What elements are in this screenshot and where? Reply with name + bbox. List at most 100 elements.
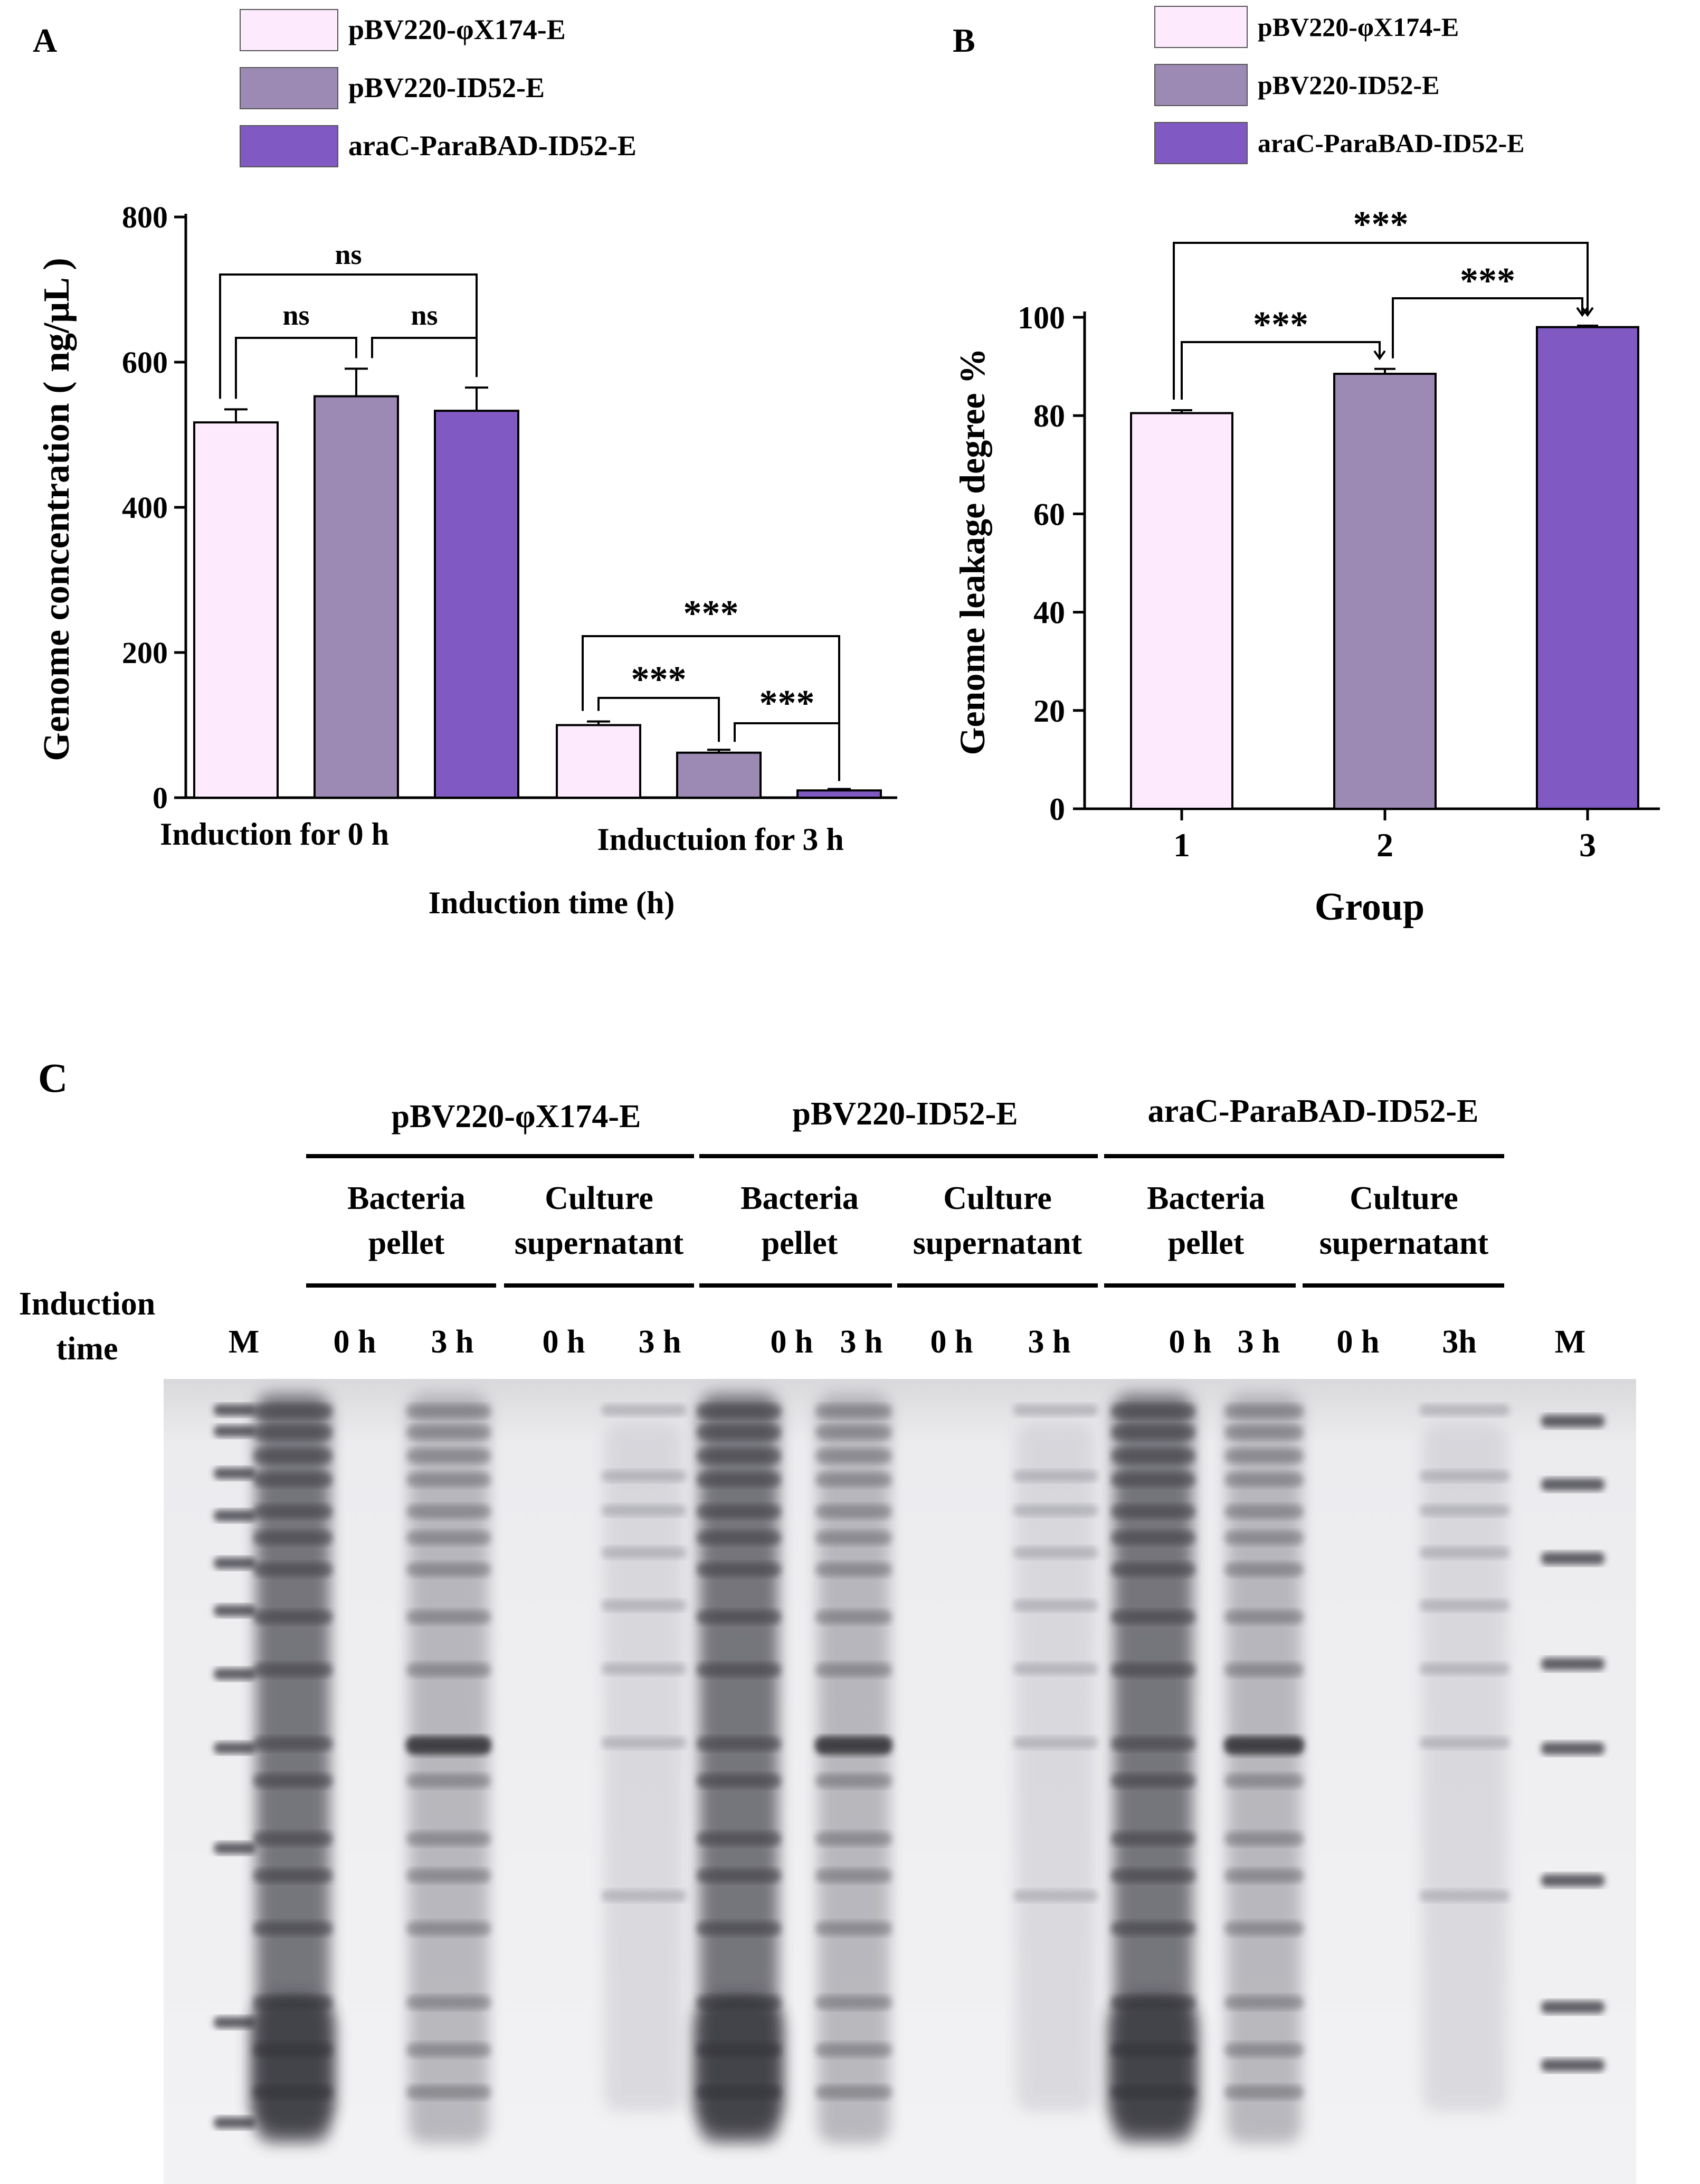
gel-band (1224, 1832, 1304, 1846)
gel-band (1111, 1922, 1195, 1935)
panel-b-x-ticks: 1 2 3 (1173, 809, 1596, 864)
gel-lane-label-3: 0 h (543, 1324, 585, 1360)
gel-lane-label-10: 3 h (1238, 1324, 1280, 1360)
gel-marker-band (1541, 1874, 1604, 1887)
gel-band (1224, 2043, 1304, 2057)
gel-band (253, 1531, 333, 1545)
gel-band (815, 1505, 892, 1518)
gel-band (1111, 1425, 1195, 1439)
gel-band (406, 1832, 491, 1846)
panel-a-bar-1-0 (556, 724, 641, 799)
gel-band (1111, 1505, 1195, 1518)
gel-lane-labels: M 0 h 3 h 0 h 3 h 0 h 3 h 0 h 3 h 0 h 3 h 0 h 3h M (229, 1324, 1586, 1360)
gel-band-induced (1224, 1737, 1304, 1755)
legend-b-swatch-0 (1154, 6, 1248, 48)
gel-band (253, 1449, 333, 1463)
gel-band (406, 1996, 491, 2009)
fraction-label-9: Bacteria (1147, 1180, 1265, 1216)
panel-b-ytick-label-2: 40 (1033, 595, 1065, 630)
panel-b-sig-left-arrowhead (1373, 350, 1386, 361)
panel-a: A pBV220-φX174-E pBV220-ID52-E araC-ParaBA… (33, 9, 897, 920)
gel-lane-label-12: 3h (1442, 1324, 1476, 1360)
gel-marker-band (214, 1425, 256, 1437)
gel-band (1111, 1774, 1195, 1788)
panel-a-ytick-label-1: 200 (122, 636, 168, 670)
fraction-label-8: supernatant (913, 1225, 1082, 1261)
panel-b-significance: *** *** *** (1173, 204, 1594, 400)
gel-band (406, 1449, 491, 1463)
gel-band (406, 1425, 491, 1439)
gel-background (164, 1379, 1636, 2184)
panel-b-ytick-label-1: 20 (1033, 694, 1065, 729)
gel-band (253, 1774, 333, 1788)
gel-band (697, 1663, 781, 1677)
panel-b-xtick-label-0: 1 (1173, 826, 1190, 864)
panel-a-sig-star-right-label: *** (759, 683, 815, 724)
gel-band (1111, 1449, 1195, 1463)
gel-band (253, 1832, 333, 1846)
panel-b-ytick-label-4: 80 (1033, 399, 1065, 433)
panel-b-sig-left-label: *** (1253, 305, 1308, 345)
gel-construct-2: araC-ParaBAD-ID52-E (1148, 1093, 1479, 1129)
gel-band (406, 2043, 491, 2057)
gel-lane-label-11: 0 h (1337, 1324, 1380, 1360)
legend-a-label-0: pBV220-φX174-E (348, 14, 566, 45)
panel-a-ytick-label-4: 800 (122, 200, 168, 234)
panel-a-group-label-0: Induction for 0 h (160, 817, 389, 852)
gel-band (697, 1473, 781, 1487)
gel-marker-band (214, 1742, 256, 1754)
gel-band (253, 1425, 333, 1439)
gel-band (815, 1774, 892, 1788)
panel-b-sig-outer-bracket (1173, 242, 1589, 400)
panel-a-sig-star-outer-label: *** (683, 593, 739, 634)
gel-band (815, 1473, 892, 1487)
fraction-label-3: Culture (545, 1180, 653, 1216)
panel-b-sig-outer-arrowhead (1581, 307, 1594, 317)
panel-a-sig-star-left-bracket (597, 697, 720, 742)
gel-band (253, 1505, 333, 1518)
panel-a-letter: A (33, 22, 57, 59)
gel-marker-band (214, 1557, 256, 1569)
gel-band (815, 1425, 892, 1439)
fraction-label-2: pellet (368, 1225, 445, 1261)
fraction-label-7: Culture (943, 1180, 1052, 1216)
gel-band (697, 1404, 781, 1418)
induction-time-label-2: time (56, 1331, 118, 1367)
fraction-label-4: supernatant (515, 1225, 684, 1261)
panel-a-sig-ns-left-label: ns (282, 299, 309, 331)
gel-band (697, 1531, 781, 1545)
panel-a-bars (193, 367, 882, 799)
gel-band (1111, 1610, 1195, 1624)
panel-b-sig-right-label: *** (1460, 261, 1515, 301)
legend-a-swatch-2 (240, 125, 338, 167)
gel-marker-band (214, 1404, 256, 1416)
panel-b-bar-2 (1536, 326, 1639, 810)
gel-lane-label-5: 0 h (771, 1324, 813, 1360)
gel-marker-band (1541, 1415, 1604, 1427)
gel-band-induced (406, 1737, 491, 1755)
panel-b-sig-right-bracket (1392, 297, 1583, 358)
fraction-label-12: supernatant (1319, 1225, 1489, 1261)
gel-band (1111, 1663, 1195, 1677)
gel-band (406, 2085, 491, 2099)
gel-band (815, 1531, 892, 1545)
gel-band-faint (1013, 1404, 1098, 1416)
gel-band (406, 1531, 491, 1545)
panel-a-legend: pBV220-φX174-E pBV220-ID52-E araC-ParaBAD-… (240, 9, 637, 167)
gel-band (697, 1563, 781, 1576)
legend-b-label-2: araC-ParaBAD-ID52-E (1258, 128, 1524, 158)
gel-band (697, 1869, 781, 1883)
panel-a-bar-1-2 (796, 789, 882, 799)
panel-b-y-label: Genome leakage degree % (952, 348, 992, 755)
gel-band (815, 1869, 892, 1883)
gel-band (697, 1425, 781, 1439)
gel-band (253, 1473, 333, 1487)
gel-band (1224, 1996, 1304, 2009)
gel-lane-label-6: 3 h (840, 1324, 883, 1360)
gel-band (1224, 1922, 1304, 1935)
panel-a-sig-ns-outer-label: ns (335, 239, 362, 270)
gel-band (697, 1774, 781, 1788)
gel-marker-band (1541, 2059, 1604, 2072)
gel-band (1224, 1531, 1304, 1545)
